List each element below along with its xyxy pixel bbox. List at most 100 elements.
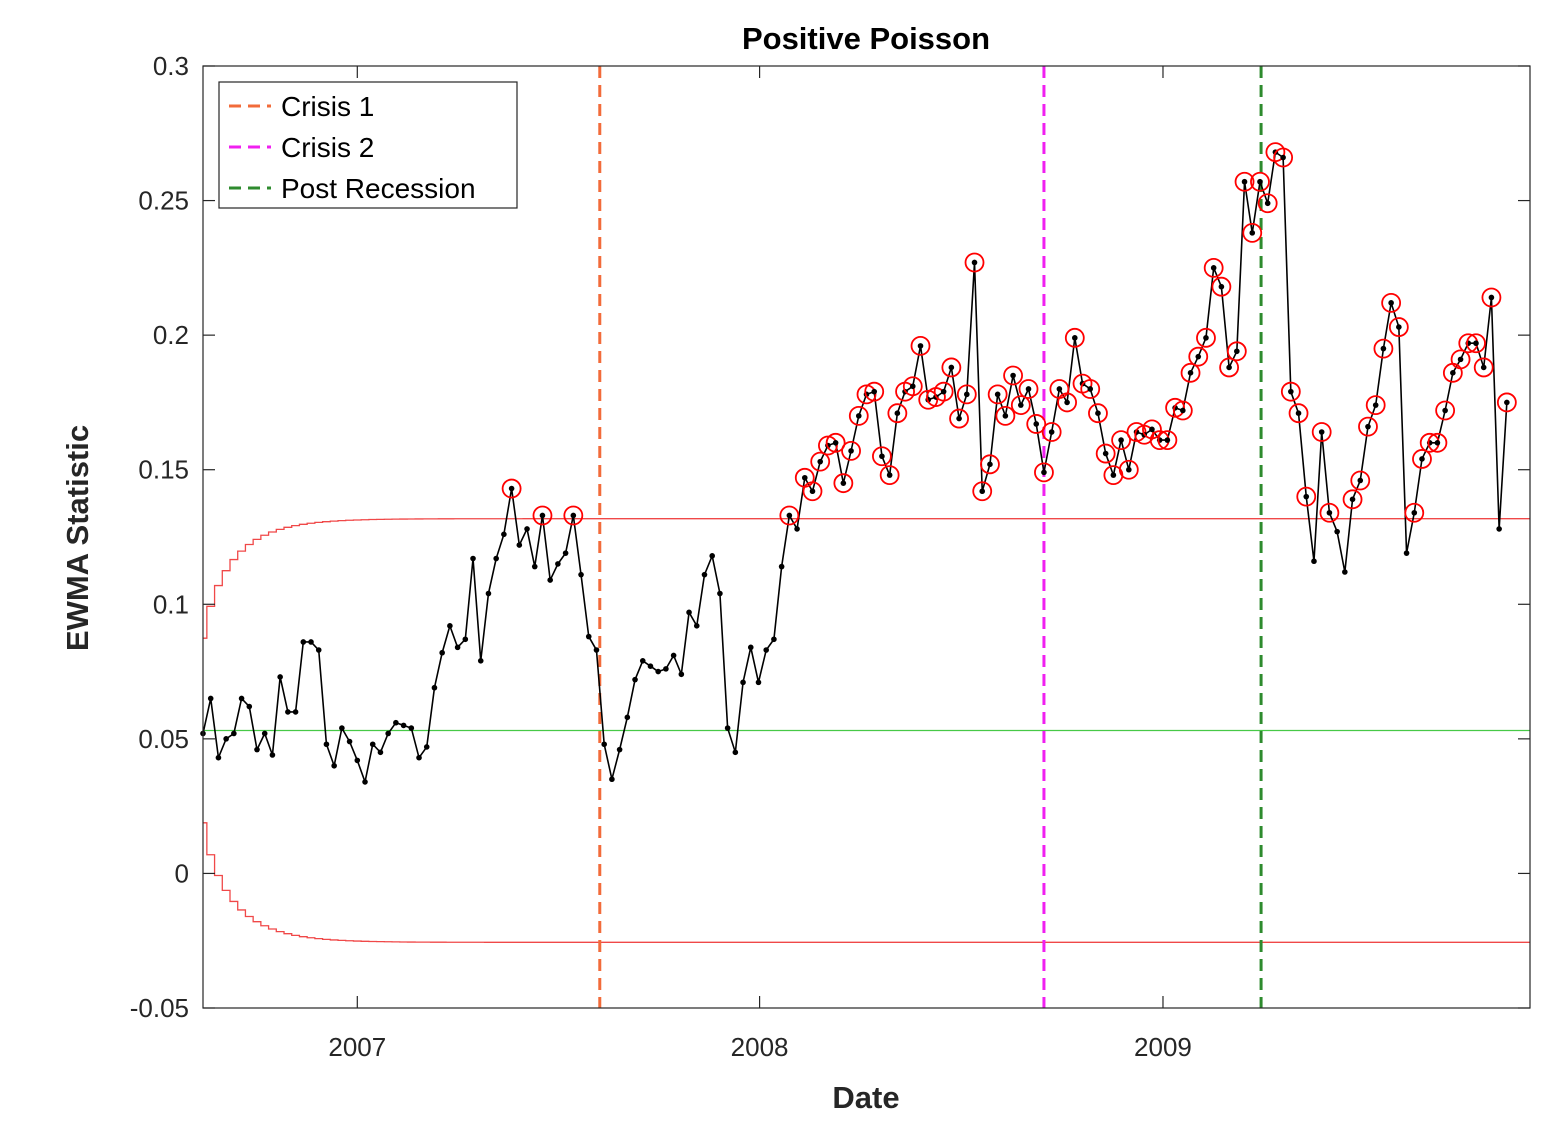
out-of-control-marker	[1003, 365, 1023, 386]
axes: -0.05 0 0.05 0.1 0.15 0.2 0.25 0.3 2007 2008 2009	[130, 51, 1531, 1062]
data-point	[1257, 178, 1263, 185]
out-of-control-marker	[1450, 349, 1471, 370]
data-point	[616, 746, 623, 753]
data-point	[1419, 456, 1425, 462]
out-of-control-marker	[1358, 416, 1378, 437]
data-point	[1295, 410, 1302, 416]
data-point	[400, 722, 407, 729]
out-of-control-marker	[1010, 395, 1031, 416]
out-of-control-marker	[802, 481, 823, 502]
data-point	[994, 391, 1001, 398]
data-point	[315, 647, 322, 653]
data-point	[1318, 429, 1325, 435]
data-point	[755, 679, 762, 686]
out-of-control-marker	[1466, 333, 1486, 354]
y-axis-title: EWMA Statistic	[60, 425, 95, 651]
data-point	[686, 609, 692, 616]
data-point	[1102, 450, 1109, 457]
data-point	[308, 639, 314, 645]
data-point	[231, 730, 237, 737]
out-of-control-marker	[1404, 502, 1425, 523]
out-of-control-marker	[1188, 346, 1209, 367]
out-of-control-marker	[1226, 341, 1247, 362]
data-point	[539, 512, 546, 519]
out-of-control-marker	[1427, 432, 1448, 453]
out-of-control-marker	[779, 505, 800, 526]
data-point	[809, 488, 816, 495]
data-point	[909, 383, 916, 390]
data-point	[323, 741, 330, 748]
data-point	[1164, 437, 1171, 443]
out-of-control-marker	[879, 465, 900, 485]
out-of-control-marker	[1126, 422, 1147, 442]
out-of-control-marker	[1064, 327, 1085, 348]
y-tick-label: 0.2	[153, 320, 189, 350]
data-point	[1033, 421, 1040, 427]
data-point	[1064, 399, 1070, 406]
out-of-control-marker	[1296, 486, 1317, 507]
data-point	[346, 738, 353, 745]
out-of-control-marker	[1412, 449, 1432, 469]
out-of-control-marker	[964, 252, 985, 273]
out-of-control-marker	[848, 405, 869, 426]
data-point	[447, 623, 453, 629]
x-axis-title: Date	[832, 1080, 899, 1115]
out-of-control-marker	[856, 384, 877, 405]
data-point	[578, 571, 584, 578]
out-of-control-marker	[833, 473, 854, 494]
out-of-control-marker	[1257, 193, 1278, 214]
data-point	[508, 485, 515, 492]
data-point	[740, 679, 746, 686]
data-point	[369, 741, 376, 748]
legend-label: Crisis 1	[281, 91, 374, 122]
data-point	[462, 636, 469, 643]
data-point	[339, 725, 345, 731]
data-point	[439, 649, 445, 656]
data-point	[971, 259, 978, 266]
out-of-control-marker	[1435, 400, 1456, 421]
data-point	[670, 652, 677, 659]
data-point	[524, 526, 530, 532]
out-of-control-marker	[1350, 470, 1371, 491]
data-point	[1249, 230, 1256, 236]
out-of-control-marker	[1319, 502, 1340, 523]
data-point	[1442, 407, 1448, 414]
data-point	[963, 391, 970, 398]
data-point	[1349, 496, 1356, 503]
out-of-control-marker	[1211, 276, 1232, 297]
out-of-control-marker	[902, 376, 923, 397]
data-point	[555, 561, 561, 567]
data-point	[423, 744, 430, 750]
out-of-control-marker	[1088, 403, 1108, 424]
data-point	[1041, 469, 1047, 476]
data-point	[786, 512, 793, 519]
out-of-control-marker	[864, 381, 885, 402]
x-tick-label: 2009	[1134, 1032, 1192, 1062]
out-of-control-marker	[980, 454, 1000, 475]
data-point	[1018, 402, 1024, 408]
data-point	[215, 754, 222, 761]
data-point	[601, 741, 607, 748]
out-of-control-marker	[1142, 419, 1162, 440]
out-of-control-marker	[818, 435, 838, 456]
data-point	[1326, 509, 1333, 516]
out-of-control-marker	[1388, 317, 1409, 337]
data-point	[632, 676, 638, 683]
data-point	[362, 779, 368, 785]
out-of-control-marker	[1381, 292, 1402, 313]
data-point	[1480, 364, 1487, 371]
out-of-control-marker	[1118, 459, 1139, 480]
out-of-control-marker	[1242, 222, 1263, 243]
out-of-control-marker	[1111, 430, 1131, 451]
data-point	[1187, 370, 1194, 376]
y-tick-label: 0.05	[138, 724, 189, 754]
data-point	[1203, 335, 1209, 341]
data-point	[285, 709, 291, 715]
y-tick-label: 0.15	[138, 455, 189, 485]
out-of-control-marker	[1057, 392, 1077, 413]
data-point	[470, 555, 476, 562]
data-point	[732, 749, 739, 756]
data-point	[254, 746, 260, 753]
data-point	[778, 563, 785, 570]
